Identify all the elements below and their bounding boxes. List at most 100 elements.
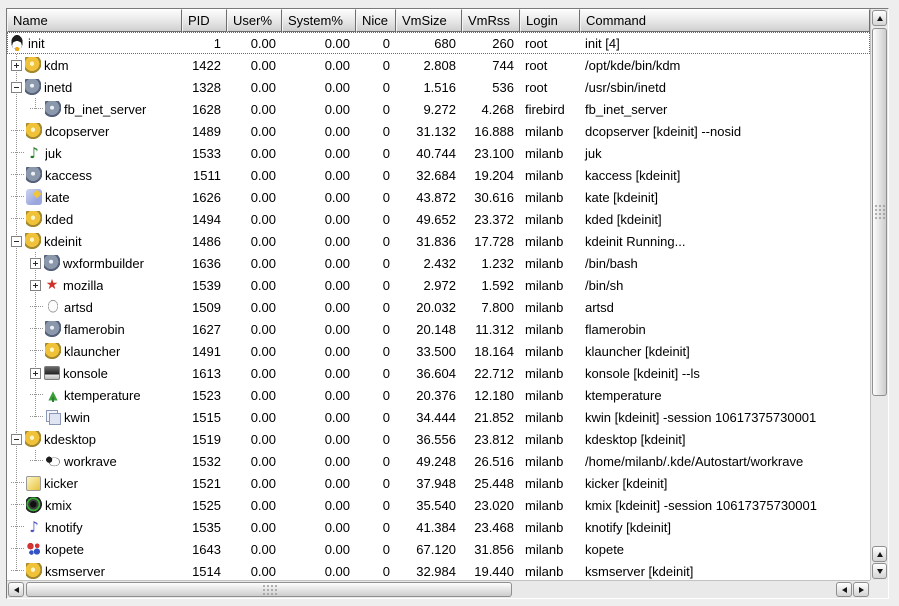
horizontal-scrollbar[interactable] <box>7 580 870 598</box>
process-row-konsole[interactable]: konsole 1613 0.00 0.00 0 36.604 22.712 milanb ko… <box>7 362 870 384</box>
vertical-scrollbar-thumb[interactable] <box>872 28 887 396</box>
login-cell: firebird <box>525 101 565 117</box>
process-row-flamerobin[interactable]: flamerobin 1627 0.00 0.00 0 20.148 11.312 milan… <box>7 318 870 340</box>
login-cell: milanb <box>525 167 564 183</box>
system-cell: 0.00 <box>324 563 350 579</box>
process-row-ktemperature[interactable]: ▲ ktemperature 1523 0.00 0.00 0 20.376 12.180 mi… <box>7 384 870 406</box>
login-cell: milanb <box>525 277 564 293</box>
scroll-down-button[interactable] <box>872 563 887 579</box>
process-row-kate[interactable]: kate 1626 0.00 0.00 0 43.872 30.616 milanb kate … <box>7 186 870 208</box>
collapse-icon[interactable] <box>11 81 22 93</box>
tree-stub <box>11 526 24 528</box>
name-cell: kdesktop <box>7 431 182 447</box>
column-header-name[interactable]: Name <box>7 9 182 32</box>
process-row-kmix[interactable]: kmix 1525 0.00 0.00 0 35.540 23.020 milanb kmix … <box>7 494 870 516</box>
nice-cell: 0 <box>382 365 390 381</box>
pid-cell: 1422 <box>192 57 221 73</box>
tree-stub <box>30 460 43 462</box>
process-row-juk[interactable]: ♪ juk 1533 0.00 0.00 0 40.744 23.100 milanb juk <box>7 142 870 164</box>
process-row-dcopserver[interactable]: dcopserver 1489 0.00 0.00 0 31.132 16.888 milan… <box>7 120 870 142</box>
vmsize-cell: 36.604 <box>416 365 456 381</box>
command-cell: fb_inet_server <box>585 101 668 117</box>
nice-cell: 0 <box>382 563 390 579</box>
expand-icon[interactable] <box>30 367 41 379</box>
name-cell: konsole <box>7 366 182 381</box>
pid-cell: 1489 <box>192 123 221 139</box>
process-row-artsd[interactable]: artsd 1509 0.00 0.00 0 20.032 7.800 milanb artsd <box>7 296 870 318</box>
login-cell: milanb <box>525 497 564 513</box>
scroll-left-button[interactable] <box>8 582 24 597</box>
thumb-grip-icon <box>874 204 885 220</box>
collapse-icon[interactable] <box>11 433 22 445</box>
process-row-mozilla[interactable]: ★ mozilla 1539 0.00 0.00 0 2.972 1.592 milanb/bi… <box>7 274 870 296</box>
vmrss-cell: 1.232 <box>481 255 514 271</box>
process-row-kaccess[interactable]: kaccess 1511 0.00 0.00 0 32.684 19.204 milanb ka… <box>7 164 870 186</box>
process-row-kdm[interactable]: kdm 1422 0.00 0.00 0 2.808 744 root/opt/kde/bin… <box>7 54 870 76</box>
process-row-kdeinit[interactable]: kdeinit 1486 0.00 0.00 0 31.836 17.728 milanb kd… <box>7 230 870 252</box>
column-header-nice[interactable]: Nice <box>356 9 396 32</box>
vmrss-cell: 23.812 <box>474 431 514 447</box>
tree-stub <box>11 482 24 484</box>
tree-stub <box>11 548 24 550</box>
arrow-up-icon <box>876 551 883 557</box>
expand-icon[interactable] <box>30 279 41 291</box>
expand-icon[interactable] <box>30 257 41 269</box>
column-header-user[interactable]: User% <box>227 9 282 32</box>
vertical-scrollbar[interactable] <box>870 9 888 580</box>
command-cell: kate [kdeinit] <box>585 189 658 205</box>
vmrss-cell: 536 <box>492 79 514 95</box>
expand-icon[interactable] <box>11 59 22 71</box>
vmsize-cell: 32.684 <box>416 167 456 183</box>
horizontal-scrollbar-thumb[interactable] <box>26 582 512 597</box>
collapse-icon[interactable] <box>11 235 22 247</box>
process-row-kdesktop[interactable]: kdesktop 1519 0.00 0.00 0 36.556 23.812 milanb k… <box>7 428 870 450</box>
login-cell: milanb <box>525 431 564 447</box>
process-row-ksmserver[interactable]: ksmserver 1514 0.00 0.00 0 32.984 19.440 milanb… <box>7 560 870 580</box>
vmsize-cell: 41.384 <box>416 519 456 535</box>
process-row-fb_inet_server[interactable]: fb_inet_server 1628 0.00 0.00 0 9.272 4.268 fir… <box>7 98 870 120</box>
vmrss-cell: 23.372 <box>474 211 514 227</box>
process-row-knotify[interactable]: ♪ knotify 1535 0.00 0.00 0 41.384 23.468 milanb k… <box>7 516 870 538</box>
process-row-kwin[interactable]: kwin 1515 0.00 0.00 0 34.444 21.852 milanb kwin … <box>7 406 870 428</box>
vmsize-cell: 1.516 <box>423 79 456 95</box>
column-header-pid[interactable]: PID <box>182 9 227 32</box>
process-name: init <box>28 35 45 51</box>
process-row-inetd[interactable]: inetd 1328 0.00 0.00 0 1.516 536 root/usr/sbin/… <box>7 76 870 98</box>
system-cell: 0.00 <box>324 35 350 51</box>
command-cell: kdeinit Running... <box>585 233 686 249</box>
name-cell: inetd <box>7 79 182 95</box>
scroll-up-button[interactable] <box>872 10 887 26</box>
user-cell: 0.00 <box>250 189 276 205</box>
process-row-kopete[interactable]: kopete 1643 0.00 0.00 0 67.120 31.856 milanb kop… <box>7 538 870 560</box>
process-row-kded[interactable]: kded 1494 0.00 0.00 0 49.652 23.372 milanb kded … <box>7 208 870 230</box>
vertical-scrollbar-track[interactable] <box>872 27 887 545</box>
login-cell: milanb <box>525 563 564 579</box>
gear-yellow-icon <box>25 233 41 249</box>
scroll-up-button-bottom[interactable] <box>872 546 887 562</box>
column-header-system[interactable]: System% <box>282 9 356 32</box>
pid-cell: 1519 <box>192 431 221 447</box>
vmsize-cell: 43.872 <box>416 189 456 205</box>
column-header-vmsize[interactable]: VmSize <box>396 9 462 32</box>
column-header-login[interactable]: Login <box>520 9 580 32</box>
nice-cell: 0 <box>382 321 390 337</box>
pid-cell: 1525 <box>192 497 221 513</box>
vmrss-cell: 19.440 <box>474 563 514 579</box>
vmrss-cell: 30.616 <box>474 189 514 205</box>
scroll-right-button[interactable] <box>853 582 869 597</box>
column-header-vmrss[interactable]: VmRss <box>462 9 520 32</box>
process-row-klauncher[interactable]: klauncher 1491 0.00 0.00 0 33.500 18.164 milanb… <box>7 340 870 362</box>
scroll-left-button-right[interactable] <box>836 582 852 597</box>
horizontal-scrollbar-track[interactable] <box>25 582 835 597</box>
command-cell: konsole [kdeinit] --ls <box>585 365 700 381</box>
pid-cell: 1515 <box>192 409 221 425</box>
login-cell: milanb <box>525 233 564 249</box>
name-cell: artsd <box>7 299 182 315</box>
process-row-workrave[interactable]: workrave 1532 0.00 0.00 0 49.248 26.516 milanb /… <box>7 450 870 472</box>
process-row-wxformbuilder[interactable]: wxformbuilder 1636 0.00 0.00 0 2.432 1.232 mila… <box>7 252 870 274</box>
column-header-command[interactable]: Command <box>580 9 870 32</box>
system-cell: 0.00 <box>324 299 350 315</box>
process-row-init[interactable]: init 1 0.00 0.00 0 680 260 root init [4] <box>7 32 870 54</box>
vmsize-cell: 36.556 <box>416 431 456 447</box>
process-row-kicker[interactable]: kicker 1521 0.00 0.00 0 37.948 25.448 milanb kic… <box>7 472 870 494</box>
